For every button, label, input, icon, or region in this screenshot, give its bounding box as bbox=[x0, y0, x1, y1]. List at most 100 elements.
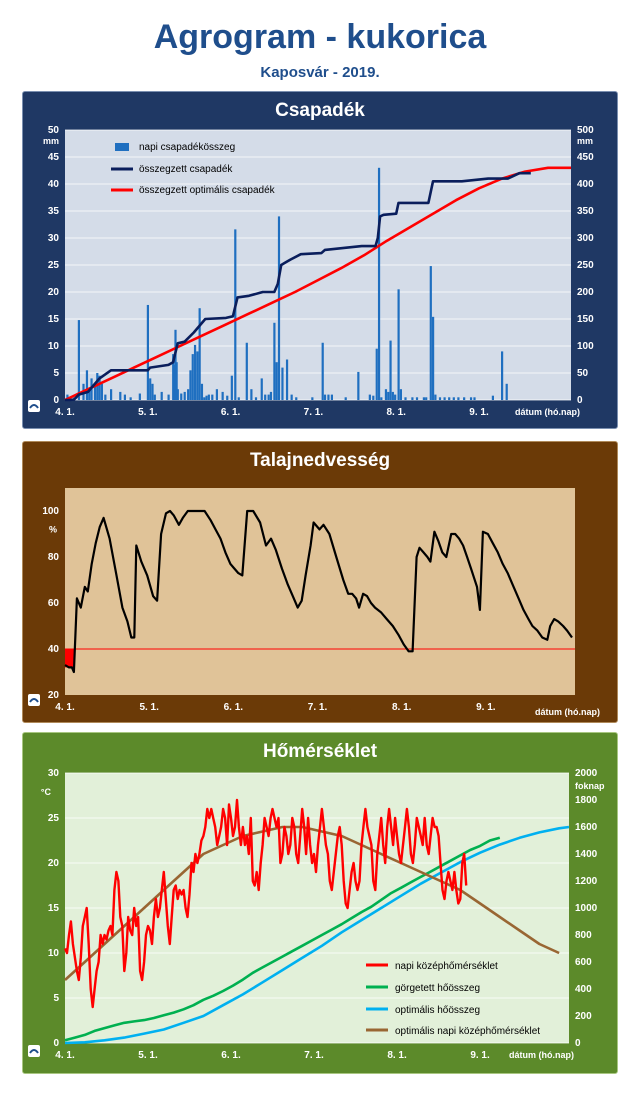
y2-tick-label: 400 bbox=[575, 984, 592, 995]
rain-bar bbox=[438, 397, 442, 400]
rain-bar bbox=[443, 397, 446, 400]
rain-bar bbox=[387, 391, 390, 400]
rain-bar bbox=[357, 371, 360, 400]
rain-bar bbox=[399, 389, 402, 400]
x-axis-label: dátum (hó.nap) bbox=[535, 707, 600, 717]
rain-bar bbox=[191, 354, 194, 400]
y-tick-label: 25 bbox=[48, 260, 60, 271]
x-tick-label: 5. 1. bbox=[138, 1050, 158, 1061]
x-axis-label: dátum (hó.nap) bbox=[515, 407, 580, 417]
y-tick-label: 5 bbox=[53, 368, 59, 379]
rain-bar bbox=[237, 397, 240, 400]
rain-bar bbox=[372, 395, 375, 400]
legend-label: napi csapadékösszeg bbox=[139, 142, 235, 153]
rain-bar bbox=[153, 394, 156, 400]
rain-bar bbox=[505, 383, 508, 400]
y-tick-label: 80 bbox=[48, 552, 60, 563]
rain-bar bbox=[66, 394, 69, 400]
y2-tick-label: 800 bbox=[575, 930, 592, 941]
x-tick-label: 7. 1. bbox=[304, 407, 324, 418]
rain-bar bbox=[234, 229, 237, 400]
y-tick-label: 15 bbox=[48, 314, 60, 325]
rain-bar bbox=[85, 370, 89, 400]
y-axis-label: % bbox=[49, 524, 57, 534]
rain-bar bbox=[375, 348, 378, 400]
optimal-heat-sum-line bbox=[64, 825, 570, 1045]
rain-bar bbox=[207, 394, 210, 400]
rain-bar bbox=[473, 397, 476, 400]
y2-tick-label: 300 bbox=[577, 233, 594, 244]
rain-bar bbox=[281, 367, 284, 400]
rain-bar bbox=[173, 364, 176, 400]
x-tick-label: 8. 1. bbox=[392, 702, 412, 713]
rain-bar bbox=[221, 391, 224, 400]
y-tick-label: 100 bbox=[42, 506, 59, 517]
rain-bar bbox=[180, 393, 183, 400]
rain-bar bbox=[93, 382, 97, 400]
soil-moisture-chart: 20 40 60 80 100% 4. 1. 5. 1. 6. 1. 7. 1. 8. 1. 9. … bbox=[28, 488, 600, 717]
rain-bar bbox=[172, 354, 175, 400]
x-tick-label: 9. 1. bbox=[469, 407, 489, 418]
rain-bar bbox=[415, 397, 419, 400]
rain-bar bbox=[323, 394, 327, 400]
legend-swatch-bars bbox=[115, 143, 129, 151]
rain-bar bbox=[187, 389, 190, 400]
rain-bar bbox=[260, 378, 263, 400]
y2-tick-label: 50 bbox=[577, 368, 589, 379]
x-tick-label: 9. 1. bbox=[476, 702, 496, 713]
rain-bar bbox=[327, 394, 330, 400]
rain-bar bbox=[491, 395, 494, 400]
rain-bar bbox=[176, 389, 179, 400]
rain-bar bbox=[149, 378, 152, 400]
rain-bar bbox=[290, 394, 293, 400]
rain-bar bbox=[269, 391, 273, 400]
temperature-title: Hőmérséklet bbox=[262, 741, 378, 762]
precipitation-chart: 0510152025303540455005010015020025030035… bbox=[28, 125, 594, 418]
rain-bar bbox=[463, 397, 466, 400]
daily-mean-temp-line bbox=[63, 798, 468, 1009]
y-tick-label: 35 bbox=[48, 206, 60, 217]
cumulative-line bbox=[65, 171, 531, 402]
rain-bar bbox=[384, 389, 388, 400]
legend-label: összegzett csapadék bbox=[139, 164, 233, 175]
legend-label: optimális hőösszeg bbox=[395, 1005, 480, 1016]
rain-bar bbox=[96, 373, 99, 400]
page-title: Agrogram - kukorica bbox=[153, 18, 487, 56]
y-axis-label: mm bbox=[43, 136, 59, 146]
plot-area bbox=[65, 488, 575, 695]
rain-bar bbox=[330, 394, 333, 400]
y2-tick-label: 400 bbox=[577, 179, 594, 190]
legend-label: napi középhőmérséklet bbox=[395, 961, 498, 972]
y2-tick-label: 1200 bbox=[575, 876, 598, 887]
x-tick-label: 7. 1. bbox=[308, 702, 328, 713]
rain-bar bbox=[321, 342, 324, 400]
rain-bar bbox=[389, 340, 392, 400]
y-tick-label: 15 bbox=[48, 903, 60, 914]
y2-tick-label: 500 bbox=[577, 125, 594, 136]
x-tick-label: 8. 1. bbox=[386, 407, 406, 418]
rain-bar bbox=[452, 397, 455, 400]
rain-bar bbox=[226, 395, 229, 400]
panel-temperature: 0 5 10 15 20 25 30 0 200 400 600 800 1000 1200 1400 160… bbox=[22, 732, 618, 1074]
page-subtitle: Kaposvár - 2019. bbox=[260, 64, 380, 81]
y-tick-label: 10 bbox=[48, 948, 60, 959]
x-tick-label: 6. 1. bbox=[221, 407, 241, 418]
y2-tick-label: 2000 bbox=[575, 768, 598, 779]
rain-bar bbox=[254, 397, 258, 400]
rain-bar bbox=[160, 391, 163, 400]
rain-bar bbox=[277, 216, 281, 400]
y2-tick-label: 200 bbox=[577, 287, 594, 298]
rain-bar bbox=[198, 308, 201, 400]
y-axis-label: °C bbox=[41, 787, 52, 797]
y-tick-label: 25 bbox=[48, 813, 60, 824]
rain-bar bbox=[397, 289, 400, 400]
y-tick-label: 20 bbox=[48, 858, 60, 869]
rain-bar bbox=[129, 397, 132, 400]
y-tick-label: 5 bbox=[53, 993, 59, 1004]
rain-bar bbox=[394, 394, 397, 400]
logo-wave-icon bbox=[29, 404, 39, 409]
y-tick-label: 50 bbox=[48, 125, 60, 136]
y-tick-label: 60 bbox=[48, 598, 60, 609]
rain-bar bbox=[425, 397, 428, 400]
x-axis-label: dátum (hó.nap) bbox=[509, 1050, 574, 1060]
